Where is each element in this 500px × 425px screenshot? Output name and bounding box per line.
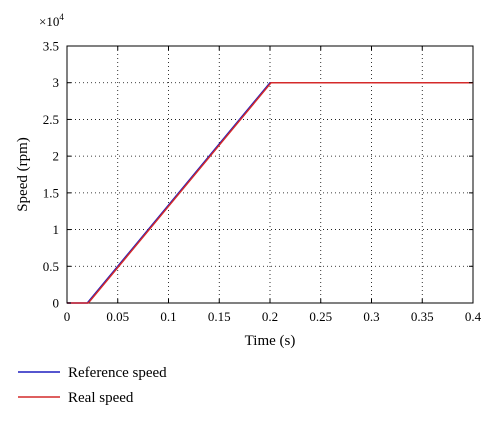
axis-ticks (66, 45, 474, 304)
y-tick-label: 3.5 (43, 39, 59, 54)
series-lines (67, 81, 473, 304)
x-tick-label: 0.05 (106, 309, 129, 324)
y-tick-label: 2.5 (43, 112, 59, 127)
x-axis-label: Time (s) (245, 333, 296, 349)
grid-lines (67, 46, 473, 303)
legend: Reference speed Real speed (18, 365, 167, 406)
x-tick-label: 0.3 (363, 309, 379, 324)
x-tick-label: 0.4 (465, 309, 482, 324)
x-tick-label: 0.2 (262, 309, 278, 324)
y-axis-label: Speed (rpm) (15, 137, 31, 212)
y-tick-labels: 0 0.5 1 1.5 2 2.5 3 3.5 (43, 39, 59, 311)
y-tick-label: 1 (53, 222, 60, 237)
legend-label-real-speed: Real speed (68, 390, 134, 406)
y-multiplier-exponent: 4 (59, 12, 64, 22)
y-tick-label: 0 (53, 296, 60, 311)
y-tick-label: 0.5 (43, 259, 59, 274)
y-tick-label: 3 (53, 75, 60, 90)
series-line-real-speed (67, 81, 473, 304)
x-tick-label: 0.35 (411, 309, 434, 324)
y-axis-multiplier: ×104 (39, 12, 64, 29)
y-tick-label: 2 (53, 149, 60, 164)
legend-label-reference-speed: Reference speed (68, 365, 167, 381)
y-tick-label: 1.5 (43, 185, 59, 200)
y-multiplier-base: ×10 (39, 14, 59, 29)
x-tick-label: 0.15 (208, 309, 231, 324)
x-tick-label: 0 (64, 309, 71, 324)
x-tick-label: 0.25 (309, 309, 332, 324)
x-tick-label: 0.1 (160, 309, 176, 324)
x-tick-labels: 0 0.05 0.1 0.15 0.2 0.25 0.3 0.35 0.4 (64, 309, 482, 324)
